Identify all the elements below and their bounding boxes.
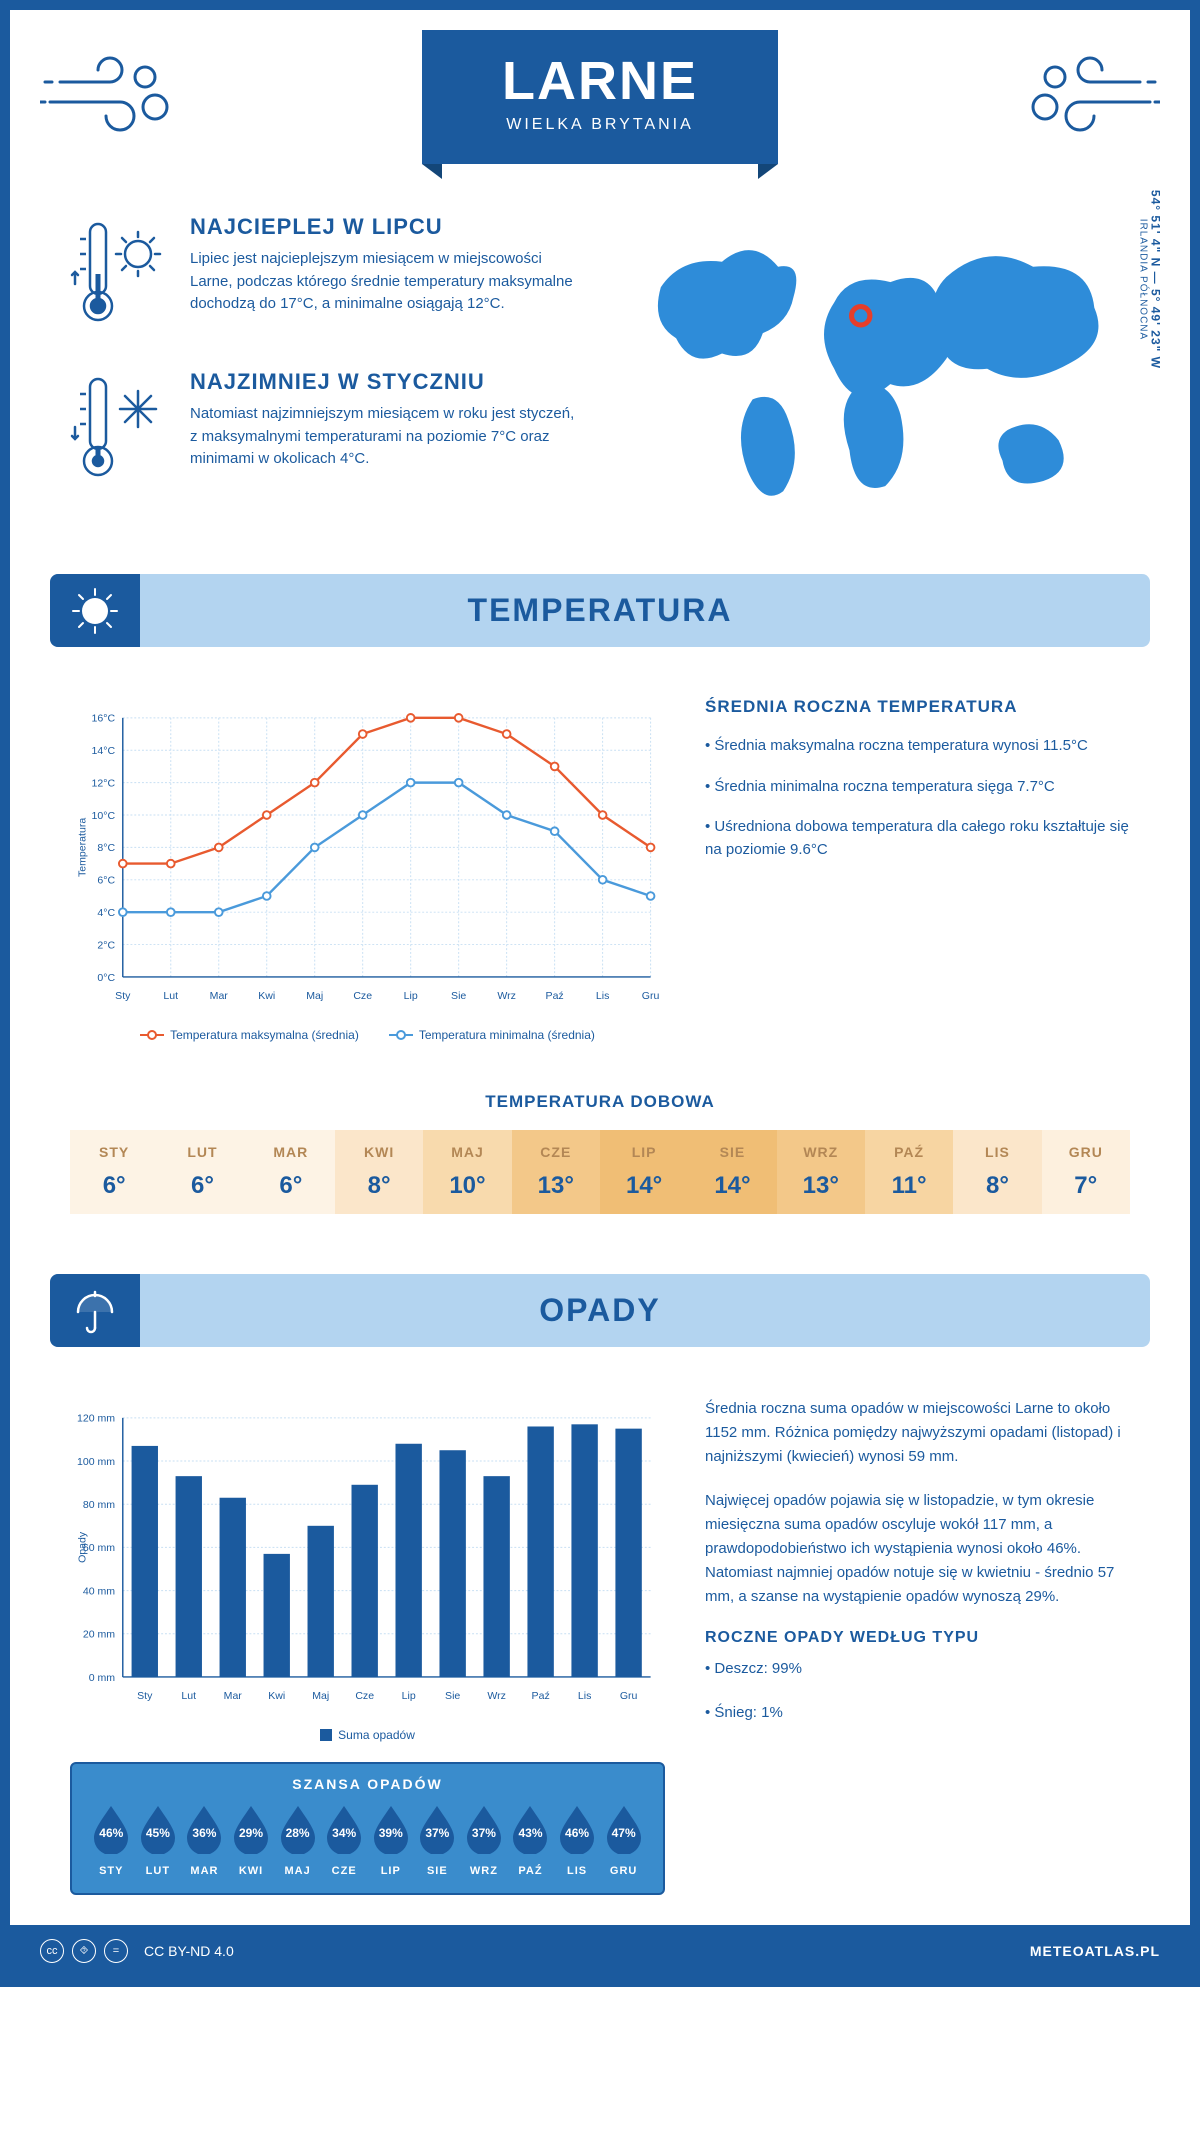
svg-text:10°C: 10°C [92,810,116,822]
svg-text:120 mm: 120 mm [77,1413,115,1425]
coordinates-label: 54° 51' 4" N — 5° 49' 23" W IRLANDIA PÓŁ… [1138,190,1163,369]
chance-drop: 29%KWI [228,1802,275,1877]
svg-text:12°C: 12°C [92,777,116,789]
chance-drop: 39%LIP [367,1802,414,1877]
svg-text:Paź: Paź [546,990,564,1002]
chance-drop: 28%MAJ [274,1802,321,1877]
city-title: LARNE [502,50,698,112]
svg-text:14°C: 14°C [92,745,116,757]
world-map [620,226,1130,512]
svg-text:Maj: Maj [306,990,323,1002]
svg-text:Wrz: Wrz [497,990,516,1002]
warmest-title: NAJCIEPLEJ W LIPCU [190,214,580,240]
chance-drop: 37%SIE [414,1802,461,1877]
svg-text:Mar: Mar [210,990,229,1002]
temp-cell: KWI8° [335,1130,423,1214]
svg-text:Gru: Gru [642,990,660,1002]
intro-section: NAJCIEPLEJ W LIPCU Lipiec jest najcieple… [10,174,1190,554]
temp-cell: GRU7° [1042,1130,1130,1214]
temp-cell: LIP14° [600,1130,688,1214]
cc-icon: cc [40,1939,64,1963]
nd-icon: = [104,1939,128,1963]
precipitation-banner: OPADY [50,1274,1150,1347]
title-banner: LARNE WIELKA BRYTANIA [422,30,778,164]
temp-cell: LIS8° [953,1130,1041,1214]
svg-text:Wrz: Wrz [487,1690,506,1702]
thermometer-sun-icon [70,214,170,339]
svg-text:16°C: 16°C [92,713,116,725]
svg-text:0 mm: 0 mm [89,1672,116,1684]
svg-text:0°C: 0°C [97,972,115,984]
svg-text:Temperatura: Temperatura [76,818,88,877]
wind-icon-left [40,47,180,147]
svg-text:Sty: Sty [115,990,131,1002]
precipitation-bar-chart: 0 mm20 mm40 mm60 mm80 mm100 mm120 mmStyL… [70,1397,665,1742]
temp-cell: MAR6° [247,1130,335,1214]
chance-drop: 45%LUT [135,1802,182,1877]
daily-temperature-table: TEMPERATURA DOBOWA STY6°LUT6°MAR6°KWI8°M… [10,1072,1190,1254]
svg-text:Cze: Cze [355,1690,374,1702]
svg-text:Lip: Lip [404,990,418,1002]
svg-text:Sie: Sie [451,990,466,1002]
svg-text:4°C: 4°C [97,907,115,919]
svg-text:Paź: Paź [532,1690,550,1702]
country-subtitle: WIELKA BRYTANIA [502,116,698,134]
license-text: CC BY-ND 4.0 [144,1943,234,1959]
page-footer: cc ⯑ = CC BY-ND 4.0 METEOATLAS.PL [10,1925,1190,1977]
svg-text:Lut: Lut [181,1690,196,1702]
thermometer-snow-icon [70,369,170,494]
svg-text:100 mm: 100 mm [77,1456,115,1468]
temp-cell: LUT6° [158,1130,246,1214]
svg-text:80 mm: 80 mm [83,1499,115,1511]
warmest-block: NAJCIEPLEJ W LIPCU Lipiec jest najcieple… [70,214,580,339]
temp-cell: CZE13° [512,1130,600,1214]
temperature-stats: ŚREDNIA ROCZNA TEMPERATURA • Średnia mak… [705,697,1130,1042]
temperature-banner: TEMPERATURA [50,574,1150,647]
svg-text:2°C: 2°C [97,939,115,951]
chance-drop: 47%GRU [600,1802,647,1877]
umbrella-icon [50,1274,140,1347]
chance-drop: 36%MAR [181,1802,228,1877]
temperature-line-chart: 0°C 2°C 4°C 6°C 8°C 10°C 12°C 14°C 16°C Sty Lut Mar… [70,697,665,1042]
svg-text:40 mm: 40 mm [83,1585,115,1597]
temp-cell: MAJ10° [423,1130,511,1214]
precipitation-text: Średnia roczna suma opadów w miejscowośc… [705,1397,1130,1895]
wind-icon-right [1020,47,1160,147]
page-header: LARNE WIELKA BRYTANIA [10,10,1190,174]
coldest-title: NAJZIMNIEJ W STYCZNIU [190,369,580,395]
svg-text:Cze: Cze [353,990,372,1002]
temp-cell: PAŹ11° [865,1130,953,1214]
svg-text:Lis: Lis [596,990,609,1002]
temp-cell: SIE14° [688,1130,776,1214]
svg-text:Sty: Sty [137,1690,153,1702]
chance-drop: 34%CZE [321,1802,368,1877]
svg-text:20 mm: 20 mm [83,1629,115,1641]
by-icon: ⯑ [72,1939,96,1963]
svg-text:Lis: Lis [578,1690,591,1702]
chance-drop: 46%LIS [554,1802,601,1877]
chance-drop: 37%WRZ [461,1802,508,1877]
svg-text:Lip: Lip [402,1690,416,1702]
svg-text:8°C: 8°C [97,842,115,854]
coldest-text: Natomiast najzimniejszym miesiącem w rok… [190,403,580,471]
precipitation-chance-box: SZANSA OPADÓW 46%STY45%LUT36%MAR29%KWI28… [70,1762,665,1895]
site-name: METEOATLAS.PL [1030,1943,1160,1959]
coldest-block: NAJZIMNIEJ W STYCZNIU Natomiast najzimni… [70,369,580,494]
svg-text:Kwi: Kwi [268,1690,285,1702]
warmest-text: Lipiec jest najcieplejszym miesiącem w m… [190,248,580,316]
temp-cell: STY6° [70,1130,158,1214]
svg-text:Opady: Opady [76,1531,88,1563]
temp-cell: WRZ13° [777,1130,865,1214]
svg-text:Maj: Maj [312,1690,329,1702]
sun-icon [50,574,140,647]
svg-text:Gru: Gru [620,1690,638,1702]
chance-drop: 46%STY [88,1802,135,1877]
svg-text:Sie: Sie [445,1690,460,1702]
svg-text:Lut: Lut [163,990,178,1002]
svg-text:6°C: 6°C [97,875,115,887]
svg-text:Mar: Mar [224,1690,243,1702]
chance-drop: 43%PAŹ [507,1802,554,1877]
svg-text:Kwi: Kwi [258,990,275,1002]
